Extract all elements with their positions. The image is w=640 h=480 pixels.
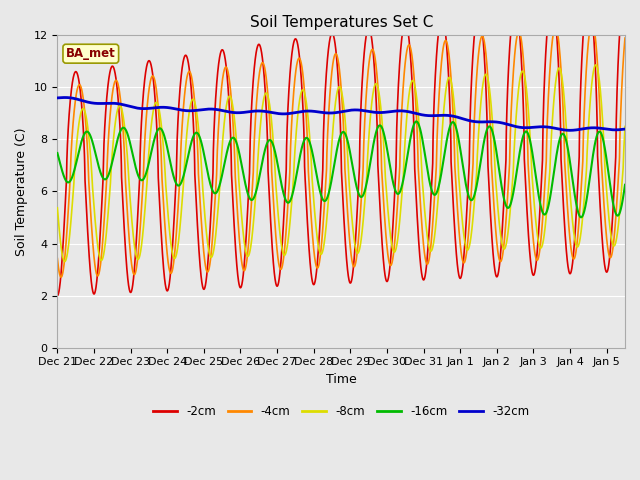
Legend: -2cm, -4cm, -8cm, -16cm, -32cm: -2cm, -4cm, -8cm, -16cm, -32cm — [148, 400, 534, 423]
Text: BA_met: BA_met — [66, 47, 116, 60]
X-axis label: Time: Time — [326, 373, 356, 386]
Y-axis label: Soil Temperature (C): Soil Temperature (C) — [15, 127, 28, 256]
Title: Soil Temperatures Set C: Soil Temperatures Set C — [250, 15, 433, 30]
